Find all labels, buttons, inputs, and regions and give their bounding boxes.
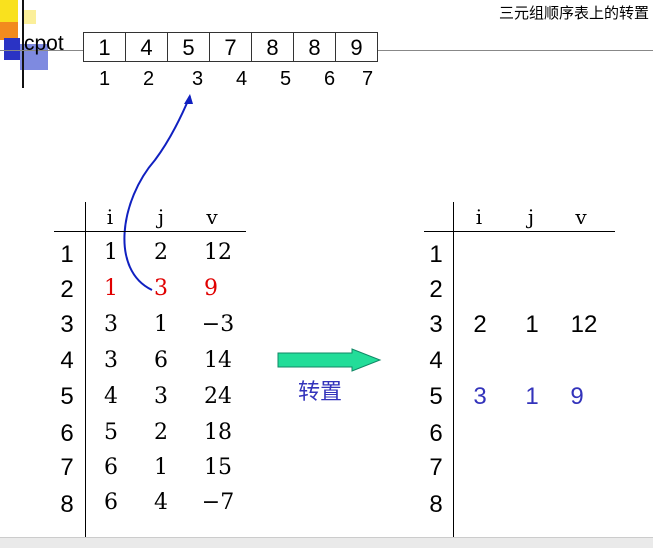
cpot-index: 2 [142,68,155,90]
decorative-square [0,0,18,22]
row-number: 4 [60,347,74,374]
row-number: 4 [429,347,443,374]
table-cell: 15 [204,455,232,480]
result-cell: 1 [525,311,539,338]
table-divider [85,202,86,537]
decorative-square [20,44,48,70]
decorative-square [0,22,18,40]
column-header-v: v [575,205,587,229]
cpot-cell: 4 [125,32,168,62]
table-cell: −3 [201,312,235,337]
decorative-square [22,10,36,24]
table-cell: 1 [104,240,118,265]
cpot-index: 6 [323,68,336,90]
column-header-j: j [157,205,165,229]
row-number: 5 [429,383,443,410]
column-header-i: i [475,205,483,229]
cpot-index: 3 [191,68,204,90]
table-cell: 24 [204,384,232,409]
decorative-line [22,0,24,88]
result-cell: 2 [473,311,487,338]
row-number: 8 [60,491,74,518]
cpot-cell: 5 [167,32,210,62]
table-divider [453,202,454,537]
result-cell-new: 3 [473,383,487,410]
transpose-label: 转置 [298,380,343,405]
page-title: 三元组顺序表上的转置 [498,4,649,22]
table-cell: 3 [154,384,168,409]
table-cell: 4 [104,384,118,409]
table-divider [54,231,246,232]
result-cell: 12 [570,311,598,338]
row-number: 6 [429,420,443,447]
row-number: 7 [60,454,74,481]
table-cell: 2 [154,240,168,265]
table-divider [424,231,615,232]
table-cell-highlighted: 9 [204,276,218,301]
table-cell-highlighted: 3 [154,276,168,301]
cpot-index: 1 [98,68,111,90]
curved-arrow-head [184,94,193,104]
cpot-index: 5 [279,68,292,90]
cpot-cell: 7 [209,32,252,62]
row-number: 5 [60,383,74,410]
curved-pointer-arrow [123,95,191,291]
table-cell-highlighted: 1 [104,276,118,301]
cpot-index: 4 [235,68,248,90]
row-number: 3 [429,311,443,338]
row-number: 1 [429,241,443,268]
result-cell-new: 9 [570,383,584,410]
column-header-i: i [106,205,114,229]
table-cell: 14 [204,348,232,373]
table-cell: 4 [154,490,168,515]
row-number: 2 [60,276,74,303]
cpot-cell: 8 [293,32,336,62]
table-cell: 18 [204,420,232,445]
cpot-cell: 9 [335,32,378,62]
cpot-label: cpot [24,32,64,55]
cpot-cell: 1 [83,32,126,62]
table-cell: 3 [104,312,118,337]
table-cell: 5 [104,420,118,445]
table-cell: 6 [154,348,168,373]
row-number: 7 [429,454,443,481]
table-cell: 3 [104,348,118,373]
table-cell: 6 [104,455,118,480]
table-cell: 2 [154,420,168,445]
cpot-index: 7 [361,68,374,90]
column-header-v: v [206,205,218,229]
decorative-square [4,38,20,60]
transpose-arrow-icon [277,348,382,372]
column-header-j: j [527,205,535,229]
result-cell-new: 1 [525,383,539,410]
row-number: 1 [60,241,74,268]
table-cell: 6 [104,490,118,515]
table-cell: −7 [201,490,235,515]
row-number: 3 [60,311,74,338]
bottom-bar [0,537,653,548]
table-cell: 1 [154,455,168,480]
cpot-array: 1 4 5 7 8 8 9 [83,32,378,62]
table-cell: 12 [204,240,232,265]
row-number: 2 [429,276,443,303]
row-number: 6 [60,420,74,447]
row-number: 8 [429,491,443,518]
table-cell: 1 [154,312,168,337]
